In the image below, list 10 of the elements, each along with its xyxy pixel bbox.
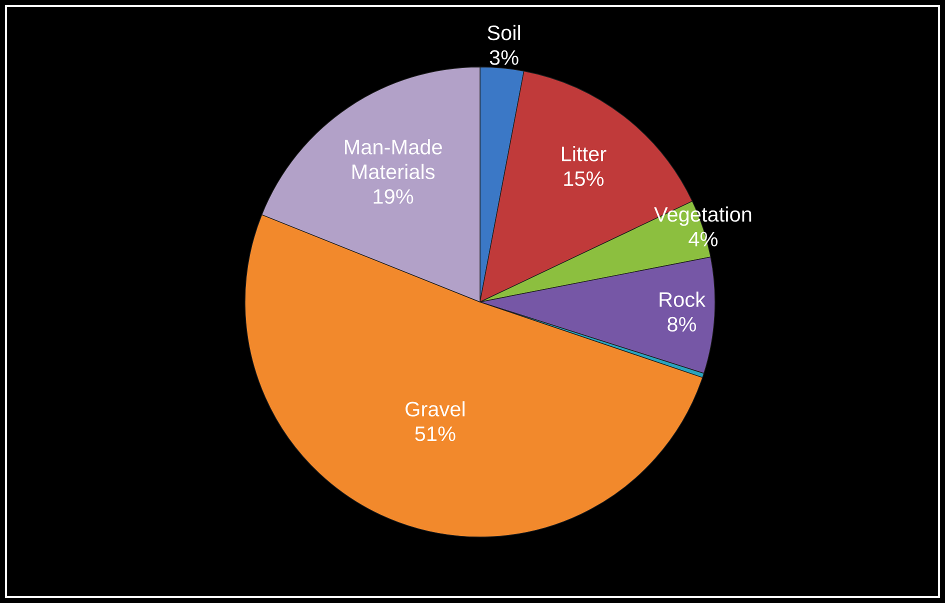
data-label: 51%	[415, 426, 456, 442]
data-label: 19%	[374, 189, 414, 204]
slice-label: Rock	[660, 292, 706, 307]
slice-label: Gravel	[406, 401, 464, 416]
slice-label: Litter	[562, 146, 606, 162]
slice-label: Soil	[488, 24, 520, 40]
slice-label: Man-Made Materials	[344, 139, 442, 180]
data-label: 15%	[564, 171, 604, 186]
data-label: 3%	[490, 50, 518, 65]
data-label: 8%	[668, 316, 696, 332]
